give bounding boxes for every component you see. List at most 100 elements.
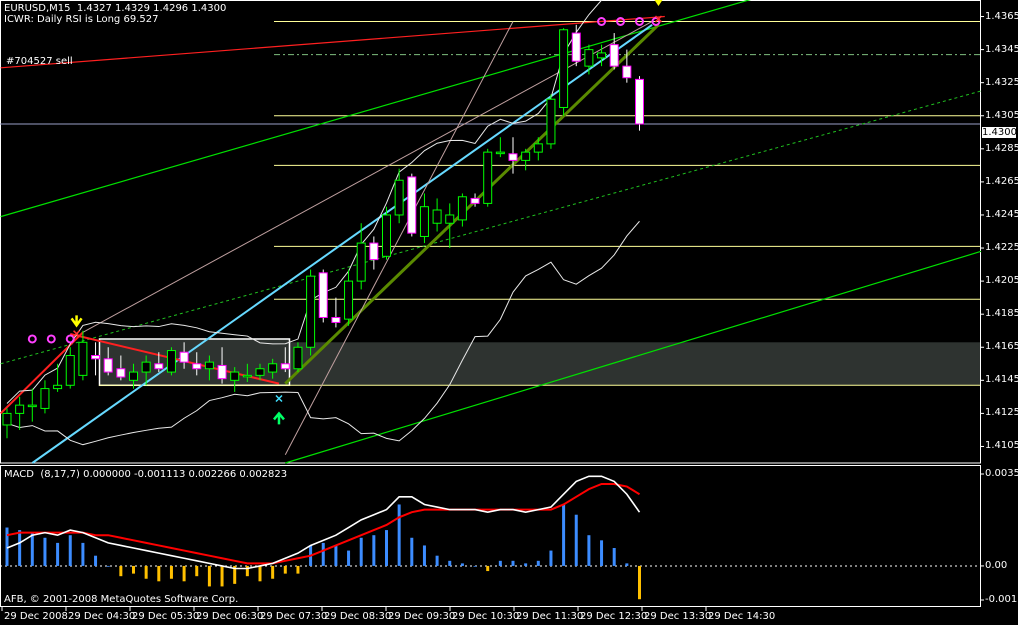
candle-body — [242, 374, 252, 378]
candle-body — [15, 404, 25, 414]
candle-body — [293, 346, 303, 370]
pink-fan-line — [82, 21, 653, 333]
rsi-indicator-info: ICWR: Daily RSI is Long 69.527 — [4, 14, 159, 25]
time-tick-label: 29 Dec 09:30 — [388, 611, 456, 622]
macd-histogram-bar — [18, 530, 22, 566]
macd-tick-label: -0.00133 — [985, 594, 1018, 605]
red-trendline — [0, 15, 665, 69]
macd-tick-label: 0.00 — [985, 559, 1008, 571]
macd-histogram-bar — [296, 565, 300, 574]
price-tick-label: 1.4265 — [985, 175, 1018, 187]
candle-body — [635, 78, 644, 125]
macd-histogram-bar — [460, 563, 464, 566]
macd-histogram-bar — [536, 560, 540, 566]
macd-histogram-bar — [524, 563, 528, 566]
range-zone — [290, 342, 980, 386]
candle — [53, 363, 63, 392]
macd-histogram-bar — [385, 530, 388, 566]
price-tick-label: 1.4185 — [985, 308, 1018, 320]
macd-histogram-bar — [233, 565, 237, 584]
candle — [521, 148, 531, 171]
candle-body — [584, 49, 594, 67]
macd-histogram-bar — [410, 537, 414, 566]
candle-body — [166, 350, 176, 373]
bollinger-lower — [6, 220, 640, 446]
time-tick-label: 29 Dec 08:30 — [324, 611, 392, 622]
macd-histogram-bar — [43, 537, 47, 566]
candle — [483, 148, 493, 207]
candle — [609, 33, 619, 70]
candle-body — [154, 363, 164, 370]
time-tick-label: 29 Dec 07:30 — [260, 611, 328, 622]
macd-histogram-bar — [144, 565, 148, 579]
candle-body — [179, 351, 189, 363]
candle-body — [318, 272, 328, 318]
candle-body — [217, 364, 227, 380]
candle-body — [382, 214, 391, 257]
price-tick-label: 1.4365 — [985, 10, 1018, 22]
macd-histogram-bar — [334, 545, 338, 566]
macd-histogram-bar — [562, 504, 566, 566]
candle — [15, 396, 25, 430]
green-dotted-trend — [0, 90, 982, 365]
macd-pane-border — [0, 465, 981, 607]
macd-histogram-bar — [486, 565, 490, 572]
macd-histogram-bar — [435, 555, 439, 566]
candle — [91, 342, 101, 376]
macd-histogram-bar — [638, 565, 641, 600]
candle — [407, 173, 417, 237]
candle — [382, 206, 391, 260]
candle-body — [65, 355, 75, 386]
macd-histogram-bar — [220, 565, 224, 587]
macd-label: MACD (8,17,7) 0.000000 -0.001113 0.00226… — [4, 469, 288, 480]
time-tick-label: 29 Dec 2008 — [4, 611, 68, 622]
candle-body — [609, 44, 619, 67]
macd-histogram-bar — [498, 560, 502, 566]
candle — [255, 363, 265, 381]
macd-histogram-bar — [169, 565, 173, 579]
candle-body — [521, 151, 531, 161]
candle — [129, 363, 138, 389]
candle — [40, 380, 50, 414]
time-tick-label: 29 Dec 13:30 — [644, 611, 712, 622]
candle-body — [230, 371, 240, 381]
candle — [331, 297, 341, 328]
time-tick-label: 29 Dec 14:30 — [708, 611, 776, 622]
pink-fan-line-2 — [284, 21, 514, 455]
candle — [242, 363, 252, 382]
sell-arrow-icon — [654, 0, 663, 6]
candle — [116, 355, 126, 381]
macd-histogram-bar — [422, 545, 426, 566]
price-tick-label: 1.4125 — [985, 407, 1018, 419]
macd-histogram-bar — [347, 550, 351, 566]
candle — [230, 367, 240, 392]
candle — [306, 269, 316, 356]
candle-body — [559, 29, 569, 108]
time-tick-label: 29 Dec 04:30 — [68, 611, 136, 622]
candle-body — [597, 52, 607, 59]
macd-histogram-bar — [207, 565, 211, 587]
macd-histogram-bar — [157, 565, 161, 582]
macd-histogram-bar — [68, 535, 72, 566]
candle — [584, 44, 594, 75]
candle-body — [419, 206, 429, 237]
candle — [394, 168, 404, 224]
macd-histogram-bar — [94, 555, 98, 566]
candle — [445, 203, 455, 249]
candle — [27, 388, 37, 422]
candle — [65, 347, 75, 389]
signal-circle — [27, 334, 37, 344]
candle-body — [369, 242, 379, 261]
candle-body — [306, 275, 316, 348]
green-channel-lower — [285, 250, 982, 464]
macd-histogram-bar — [612, 548, 616, 566]
macd-histogram-bar — [56, 542, 60, 566]
cross-icon — [275, 394, 283, 403]
candle-body — [470, 197, 480, 204]
cross-icon — [73, 330, 81, 338]
order-label[interactable]: #704527 sell — [6, 56, 73, 67]
candle-body — [571, 32, 581, 62]
candle-body — [204, 361, 214, 370]
